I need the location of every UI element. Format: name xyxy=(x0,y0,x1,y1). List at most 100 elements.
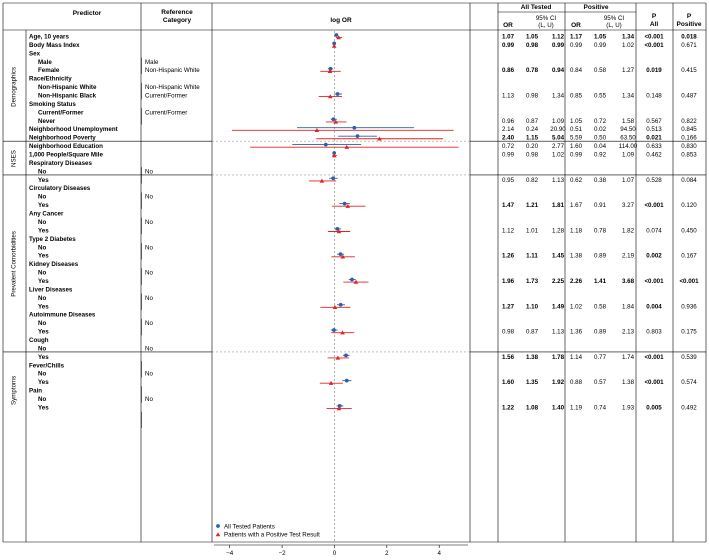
cell-al: 0.20 xyxy=(526,143,539,150)
cell-pl: 0.50 xyxy=(594,135,607,142)
cell-ao: 1.13 xyxy=(502,93,515,100)
cell-pu: 1.02 xyxy=(622,42,635,49)
reference-category: No xyxy=(145,320,153,327)
row-label: Cough xyxy=(29,337,49,344)
cell-pa: 0.513 xyxy=(646,126,662,133)
cell-ao: 0.96 xyxy=(502,118,515,125)
point-all xyxy=(332,328,336,332)
reference-category: No xyxy=(145,396,153,403)
cell-al: 0.87 xyxy=(526,118,539,125)
cell-ao: 0.98 xyxy=(502,329,515,336)
cell-ao: 1.47 xyxy=(502,202,515,209)
cell-pl: 0.89 xyxy=(594,329,607,336)
x-tick-label: 2 xyxy=(385,550,389,557)
cell-pa: 0.074 xyxy=(646,227,662,234)
header-ci-pos-line2: (L, U) xyxy=(606,22,621,29)
cell-al: 1.10 xyxy=(526,303,539,310)
cell-au: 1.78 xyxy=(552,354,565,361)
point-positive xyxy=(319,178,325,183)
cell-po: 0.88 xyxy=(570,379,583,386)
cell-ao: 1.07 xyxy=(502,34,515,41)
cell-al: 1.08 xyxy=(526,404,539,411)
cell-pl: 0.74 xyxy=(594,404,607,411)
cell-po: 1.18 xyxy=(570,227,583,234)
header-predictor: Predictor xyxy=(73,10,102,17)
cell-pu: 1.34 xyxy=(622,93,635,100)
cell-pa: 0.803 xyxy=(646,329,662,336)
row-label: No xyxy=(38,168,46,175)
group-label: NSES xyxy=(11,150,18,167)
row-label: Yes xyxy=(38,227,49,234)
cell-pa: <0.001 xyxy=(644,42,664,49)
reference-category: Male xyxy=(145,59,159,66)
row-label: Female xyxy=(38,67,60,74)
header-p-all-line2: All xyxy=(650,21,659,28)
cell-ao: 1.27 xyxy=(502,303,515,310)
legend-all-marker xyxy=(216,524,220,528)
point-positive xyxy=(331,43,337,48)
cell-au: 1.09 xyxy=(552,118,565,125)
cell-po: 1.60 xyxy=(570,143,583,150)
cell-au: 1.34 xyxy=(552,93,565,100)
cell-ao: 1.22 xyxy=(502,404,515,411)
cell-au: 0.99 xyxy=(552,42,565,49)
point-positive xyxy=(336,229,342,234)
row-label: Circulatory Diseases xyxy=(29,185,91,192)
cell-ao: 2.14 xyxy=(502,126,515,133)
cell-au: 1.40 xyxy=(552,404,565,411)
row-label: 1,000 People/Square Mile xyxy=(29,152,103,159)
cell-po: 1.02 xyxy=(570,303,583,310)
point-positive xyxy=(377,136,382,141)
cell-ao: 1.96 xyxy=(502,278,515,285)
point-positive xyxy=(340,254,346,259)
cell-al: 1.35 xyxy=(526,379,539,386)
row-label: Male xyxy=(38,59,52,66)
reference-category: No xyxy=(145,371,153,378)
point-all xyxy=(350,277,354,282)
cell-ao: 1.60 xyxy=(502,379,515,386)
cell-ao: 1.12 xyxy=(502,227,515,234)
cell-al: 1.38 xyxy=(526,354,539,361)
header-reference-line2: Category xyxy=(163,17,192,24)
cell-pp: 0.167 xyxy=(681,253,697,260)
row-label: Yes xyxy=(38,354,49,361)
cell-al: 0.82 xyxy=(526,177,539,184)
point-all xyxy=(334,33,339,37)
point-positive xyxy=(327,69,333,74)
cell-pl: 0.77 xyxy=(594,354,607,361)
cell-pp: 0.845 xyxy=(681,126,697,133)
point-all xyxy=(331,176,336,181)
row-label: Yes xyxy=(38,379,49,386)
cell-pl: 0.02 xyxy=(594,126,607,133)
cell-pl: 0.58 xyxy=(594,67,607,74)
cell-ao: 0.99 xyxy=(502,152,515,159)
reference-category: No xyxy=(145,295,153,302)
point-positive xyxy=(327,94,333,99)
legend-all-label: All Tested Patients xyxy=(224,524,275,531)
cell-pl: 1.05 xyxy=(594,34,607,41)
cell-pp: 0.936 xyxy=(681,303,697,310)
cell-al: 1.73 xyxy=(526,278,539,285)
row-label: Smoking Status xyxy=(29,101,76,108)
cell-pp: 0.415 xyxy=(681,67,697,74)
cell-po: 1.05 xyxy=(570,118,583,125)
reference-category: No xyxy=(145,168,153,175)
cell-au: 20.90 xyxy=(550,126,566,133)
cell-pa: 0.021 xyxy=(646,135,662,142)
row-label: No xyxy=(38,244,46,251)
cell-pu: 1.09 xyxy=(622,152,635,159)
cell-pu: 1.58 xyxy=(622,118,635,125)
cell-po: 0.84 xyxy=(570,67,583,74)
cell-au: 1.45 xyxy=(552,253,565,260)
header-or-all: OR xyxy=(503,22,513,29)
reference-category: Current/Former xyxy=(145,109,187,116)
cell-al: 0.24 xyxy=(526,126,539,133)
row-label: No xyxy=(38,270,46,277)
cell-au: 1.13 xyxy=(552,177,565,184)
legend: All Tested Patients Patients with a Posi… xyxy=(215,524,320,539)
group-label: Prevalent Comorbidities xyxy=(11,231,18,297)
cell-au: 1.81 xyxy=(552,202,565,209)
cell-al: 1.11 xyxy=(526,253,538,260)
point-positive xyxy=(328,380,334,385)
row-label: Current/Former xyxy=(38,109,84,116)
